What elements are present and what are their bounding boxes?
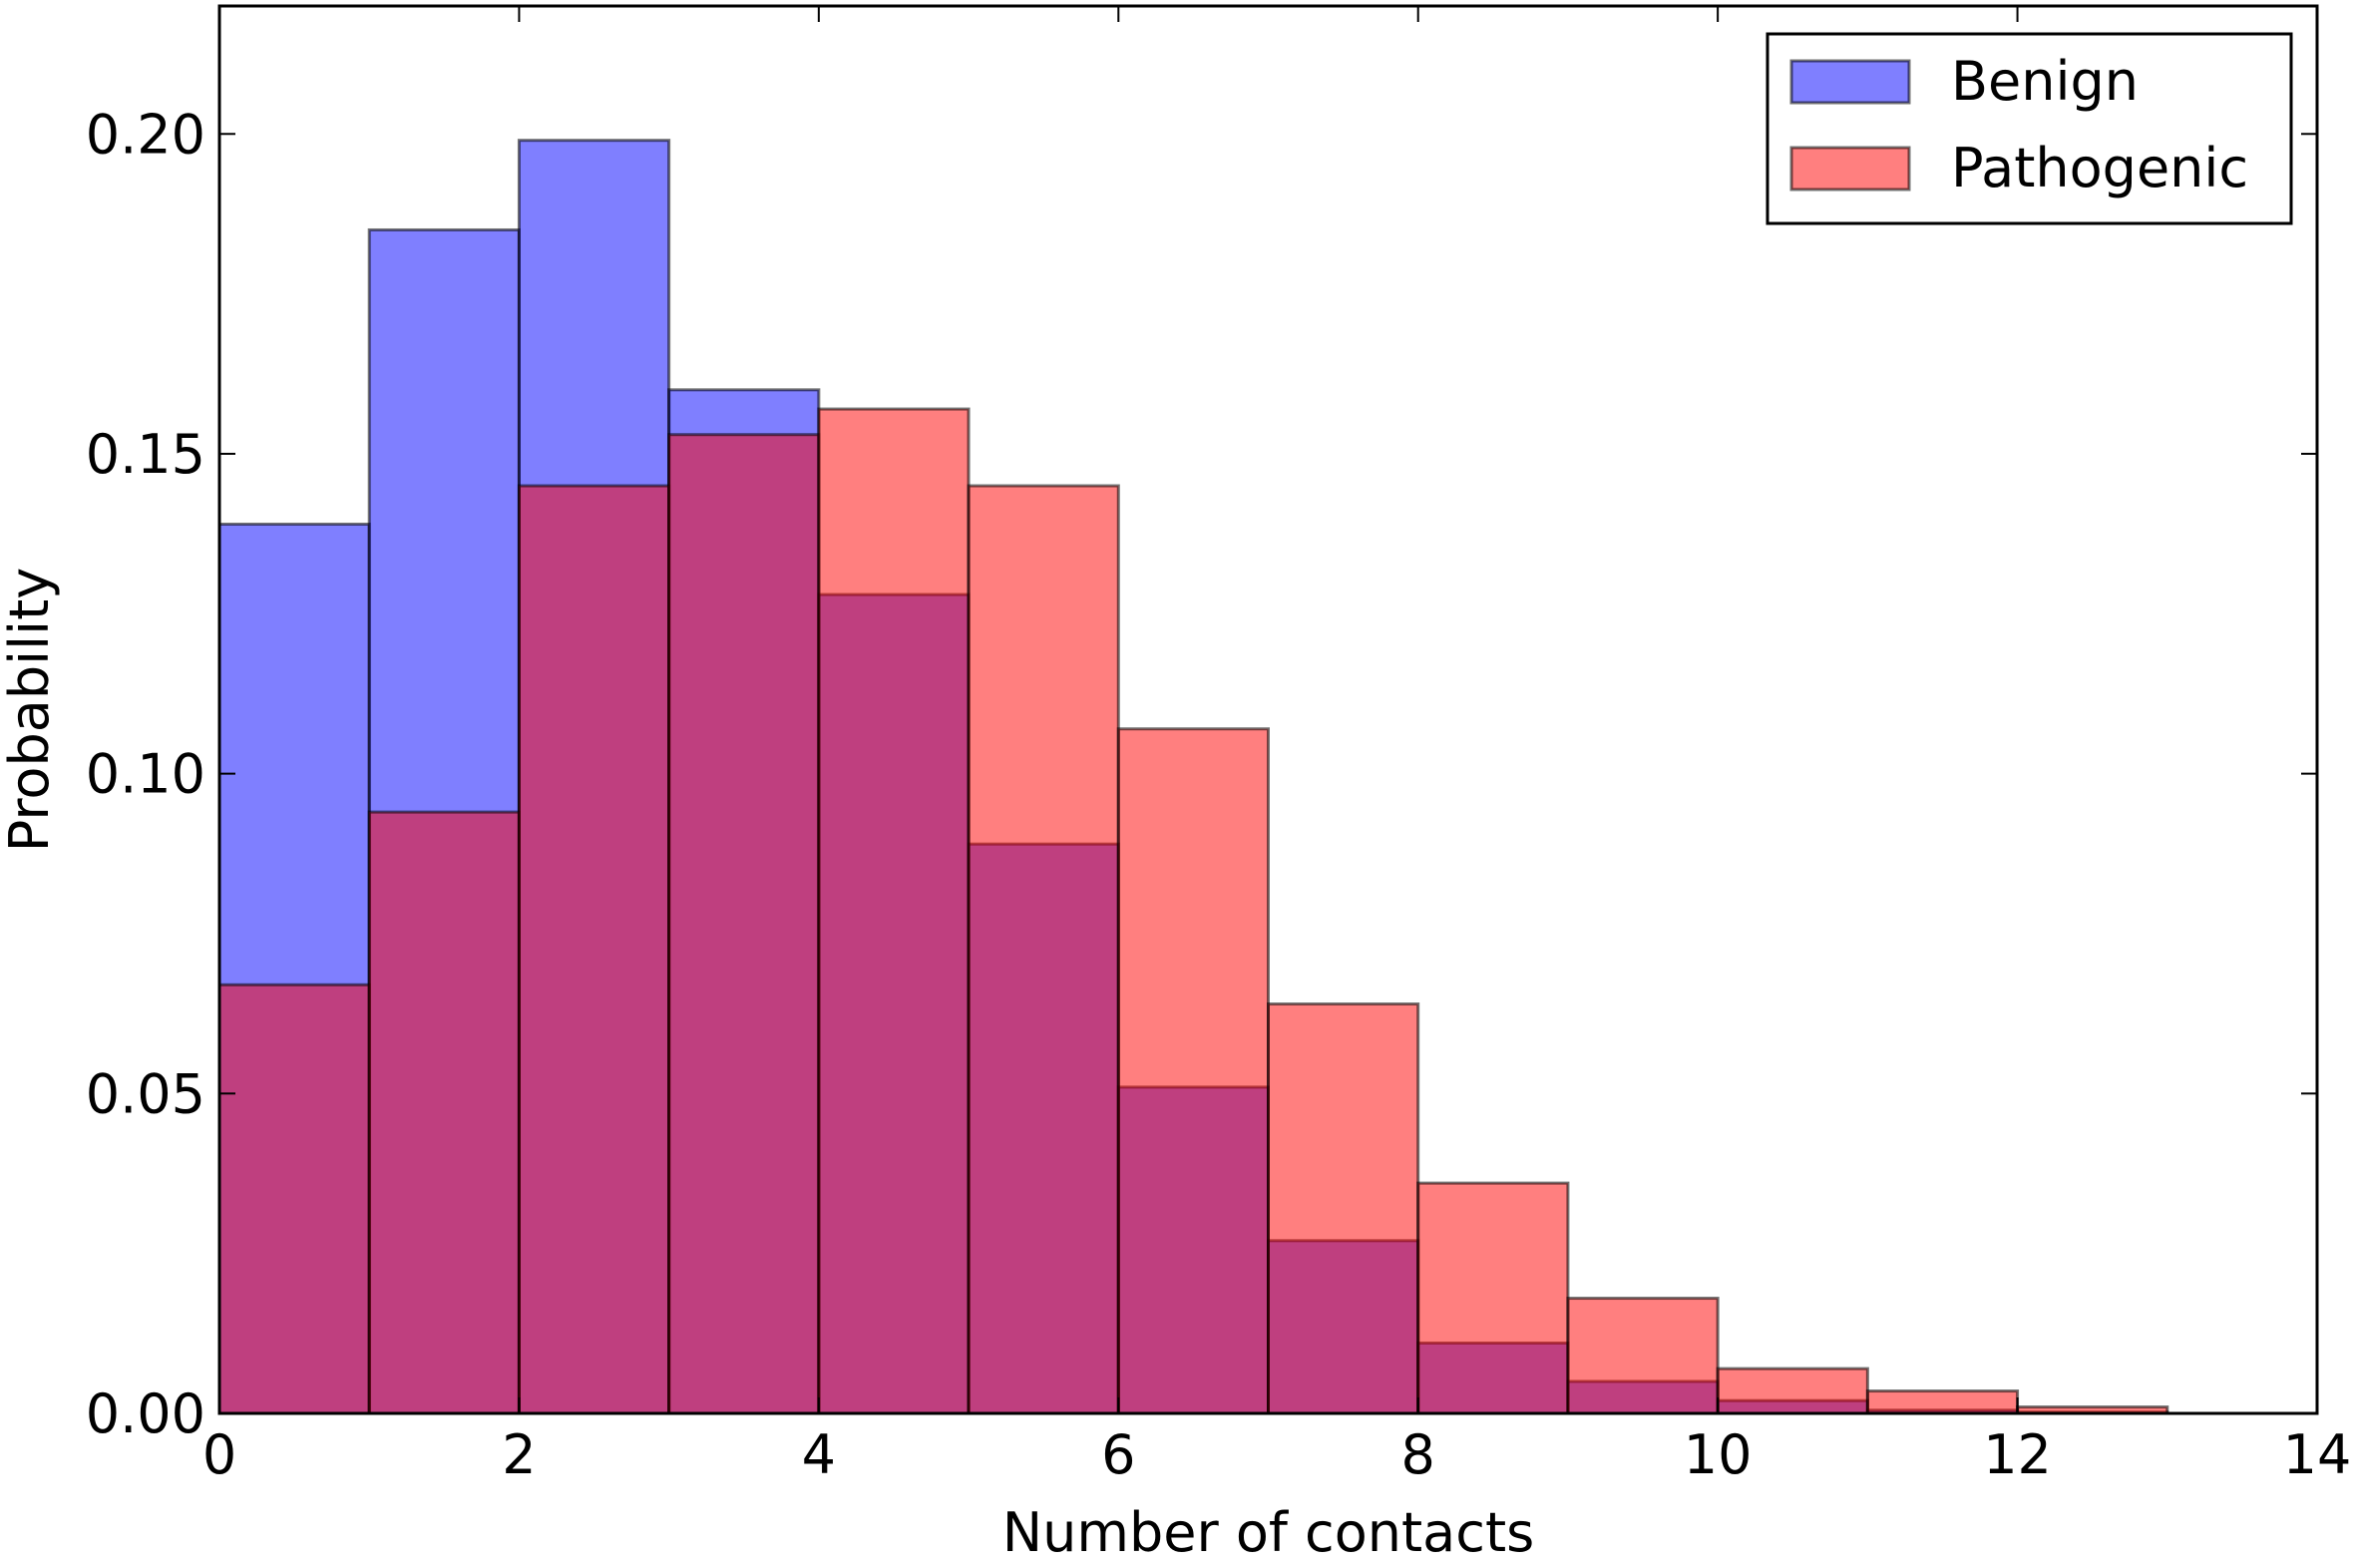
- x-tick-label: 0: [202, 1423, 236, 1486]
- x-axis-label: Number of contacts: [1002, 1501, 1535, 1564]
- bar-pathogenic-1: [367, 810, 521, 1415]
- x-tick-label: 12: [1983, 1423, 2052, 1486]
- legend: Benign Pathogenic: [1766, 32, 2293, 225]
- bars-layer: [217, 139, 2169, 1415]
- x-tick-label: 14: [2283, 1423, 2352, 1486]
- bar-pathogenic-0: [217, 982, 371, 1415]
- ticks-layer: 0 2 4 6 8 10 12 14 0.00 0.05 0.10 0.15 0.20: [86, 6, 2352, 1486]
- bar-pathogenic-11: [1865, 1389, 2020, 1415]
- bar-pathogenic-7: [1267, 1002, 1420, 1415]
- x-tick-label: 8: [1401, 1423, 1435, 1486]
- bar-pathogenic-4: [817, 407, 971, 1415]
- y-tick-label: 0.05: [86, 1062, 205, 1125]
- legend-swatch-benign: [1789, 59, 1911, 105]
- legend-label-pathogenic: Pathogenic: [1951, 137, 2248, 199]
- legend-swatch-pathogenic: [1789, 146, 1911, 192]
- y-tick-label: 0.10: [86, 743, 205, 806]
- legend-label-benign: Benign: [1951, 50, 2139, 113]
- x-tick-label: 4: [802, 1423, 836, 1486]
- bar-pathogenic-8: [1416, 1181, 1570, 1415]
- bar-pathogenic-3: [667, 433, 821, 1415]
- bar-pathogenic-10: [1716, 1367, 1869, 1415]
- y-tick-label: 0.20: [86, 103, 205, 166]
- bar-pathogenic-9: [1566, 1297, 1720, 1415]
- plot-frame: [217, 4, 2319, 1415]
- bar-pathogenic-6: [1116, 727, 1271, 1415]
- x-tick-label: 6: [1101, 1423, 1135, 1486]
- bar-pathogenic-5: [967, 484, 1120, 1415]
- bar-pathogenic-2: [517, 484, 671, 1415]
- y-tick-label: 0.15: [86, 423, 205, 486]
- x-tick-label: 10: [1684, 1423, 1753, 1486]
- y-tick-label: 0.00: [86, 1382, 205, 1445]
- y-axis-label: Probability: [0, 568, 61, 852]
- x-tick-label: 2: [502, 1423, 536, 1486]
